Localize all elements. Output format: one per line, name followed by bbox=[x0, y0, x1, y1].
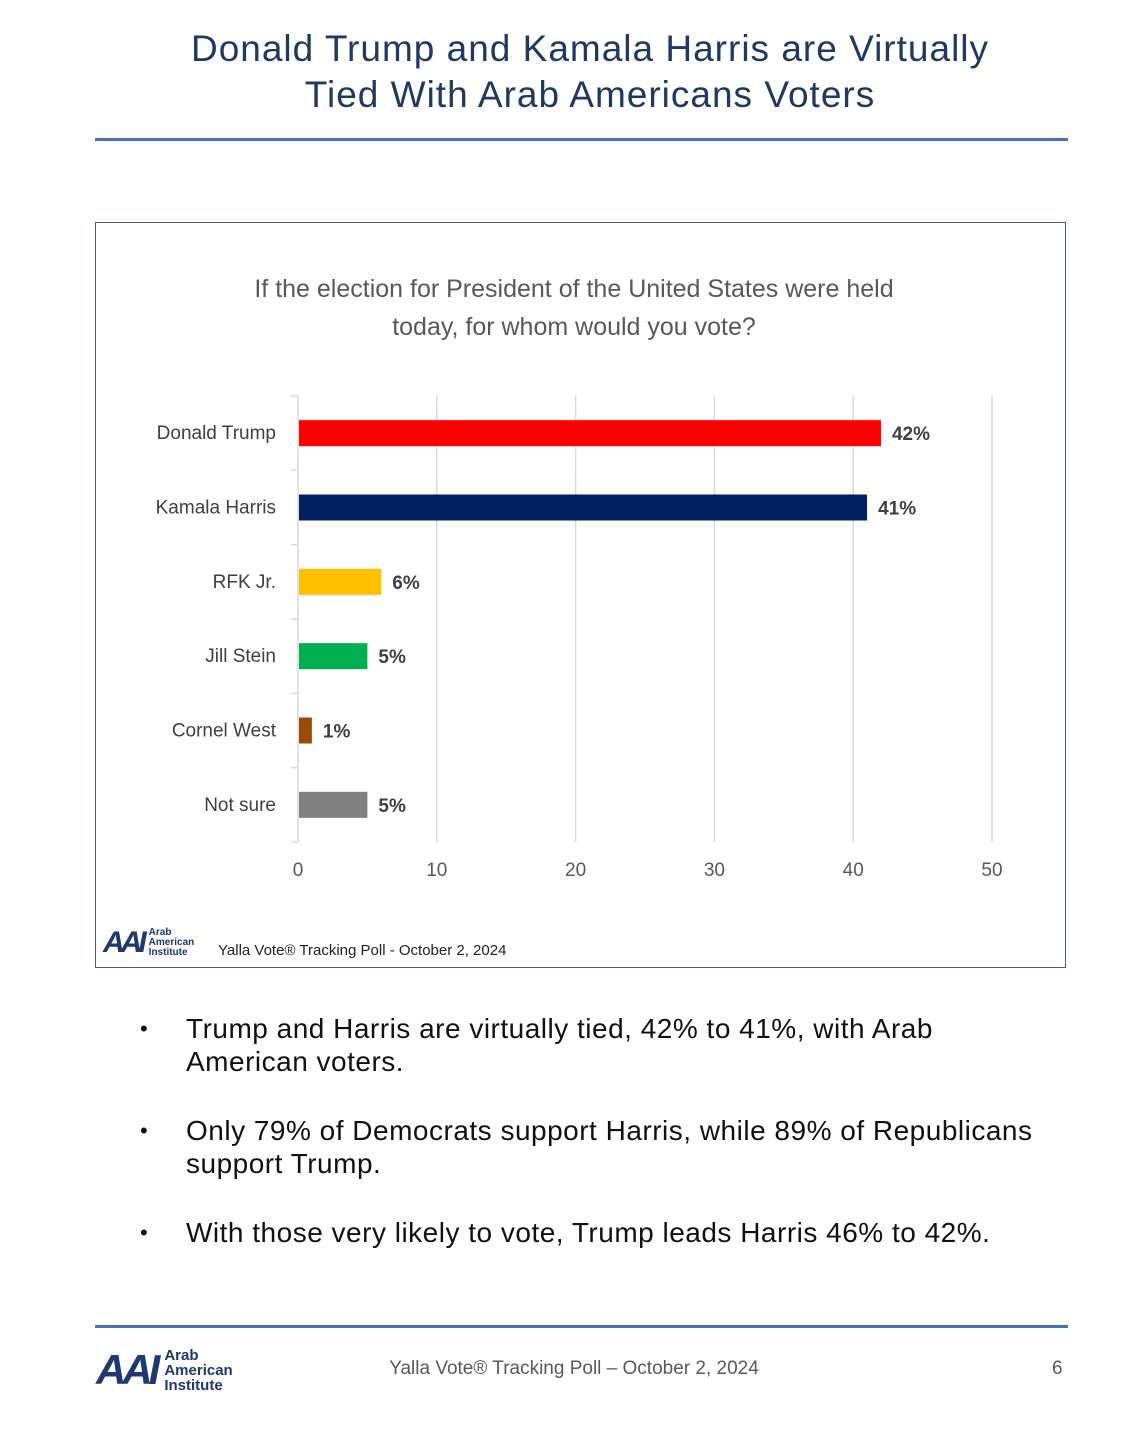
aai-logo-mark: AAI bbox=[96, 1346, 160, 1393]
aai-logo-mark: AAI bbox=[103, 926, 147, 959]
bar bbox=[299, 494, 868, 521]
data-label: 5% bbox=[378, 796, 406, 817]
category-label: RFK Jr. bbox=[213, 572, 276, 593]
footer-source: Yalla Vote® Tracking Poll – October 2, 2… bbox=[389, 1358, 759, 1379]
x-tick-label: 40 bbox=[843, 860, 864, 881]
top-divider bbox=[95, 138, 1068, 141]
footer-logo: AAI Arab American Institute bbox=[96, 1346, 233, 1394]
category-label: Jill Stein bbox=[205, 646, 276, 667]
x-tick-label: 50 bbox=[981, 860, 1002, 881]
category-label: Donald Trump bbox=[157, 423, 276, 444]
category-label: Kamala Harris bbox=[156, 498, 276, 519]
chart-source: Yalla Vote® Tracking Poll - October 2, 2… bbox=[218, 942, 507, 959]
data-label: 6% bbox=[392, 573, 420, 594]
x-tick-label: 20 bbox=[565, 860, 586, 881]
category-label: Cornel West bbox=[172, 721, 277, 742]
category-label: Not sure bbox=[204, 795, 276, 816]
logo-line3: Institute bbox=[148, 947, 188, 958]
page-number: 6 bbox=[1052, 1358, 1063, 1379]
data-label: 42% bbox=[892, 424, 930, 445]
x-tick-label: 10 bbox=[426, 860, 447, 881]
x-tick-label: 0 bbox=[293, 860, 304, 881]
page-title: Donald Trump and Kamala Harris are Virtu… bbox=[95, 26, 1085, 118]
bar bbox=[299, 568, 382, 595]
aai-logo-words: Arab American Institute bbox=[149, 928, 195, 958]
data-label: 5% bbox=[378, 647, 406, 668]
aai-logo-words: Arab American Institute bbox=[164, 1348, 232, 1393]
bullet-list: Trump and Harris are virtually tied, 42%… bbox=[140, 1012, 1040, 1285]
page-title-line1: Donald Trump and Kamala Harris are Virtu… bbox=[190, 28, 990, 69]
logo-line1: Arab bbox=[148, 927, 172, 938]
bullet-item: Only 79% of Democrats support Harris, wh… bbox=[140, 1114, 1040, 1180]
bullet-item: Trump and Harris are virtually tied, 42%… bbox=[140, 1012, 1040, 1078]
logo-line2: American bbox=[164, 1361, 233, 1379]
logo-line2: American bbox=[148, 937, 195, 948]
bar-chart: 0 10 20 30 40 50 Donald Trump 42% Kamala Harris 4… bbox=[156, 395, 1003, 881]
bottom-divider bbox=[95, 1325, 1068, 1328]
data-label: 41% bbox=[878, 499, 916, 520]
page-title-line2: Tied With Arab Americans Voters bbox=[304, 74, 876, 115]
bar bbox=[299, 791, 368, 818]
logo-line1: Arab bbox=[164, 1346, 199, 1364]
logo-line3: Institute bbox=[164, 1376, 223, 1394]
bullet-item: With those very likely to vote, Trump le… bbox=[140, 1216, 1040, 1249]
data-label: 1% bbox=[323, 722, 351, 743]
bar bbox=[299, 643, 368, 670]
chart-title: If the election for President of the Uni… bbox=[0, 270, 1148, 346]
x-tick-label: 30 bbox=[704, 860, 725, 881]
chart-title-line2: today, for whom would you vote? bbox=[392, 313, 756, 341]
chart-title-line1: If the election for President of the Uni… bbox=[254, 275, 894, 303]
chart-frame bbox=[95, 222, 1066, 968]
bar bbox=[299, 420, 881, 447]
chart-logo: AAI Arab American Institute bbox=[103, 926, 194, 960]
bar bbox=[299, 717, 312, 744]
